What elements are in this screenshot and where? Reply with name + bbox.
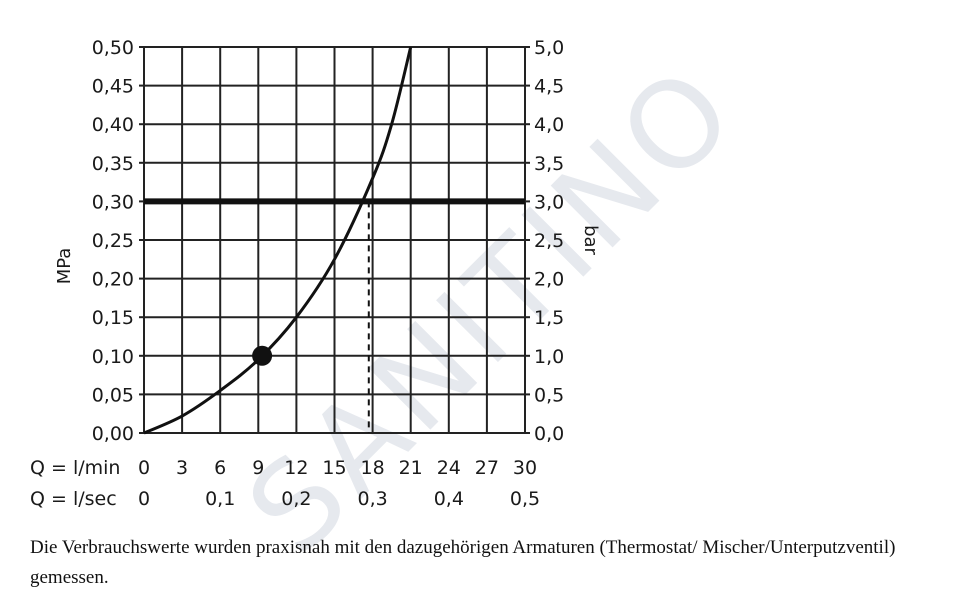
y-tick-label-left: 0,35 [92, 153, 134, 175]
y-tick-label-left: 0,10 [92, 346, 134, 368]
x-tick-label-flow: 18 [361, 457, 385, 479]
x-tick-label-sec: 0,2 [281, 488, 311, 510]
y-tick-label-right: 5,0 [534, 37, 564, 59]
x-tick-label-sec: 0 [138, 488, 150, 510]
y-tick-label-left: 0,30 [92, 191, 134, 213]
y-tick-label-left: 0,25 [92, 230, 134, 252]
y-tick-label-right: 0,0 [534, 423, 564, 445]
y-tick-label-left: 0,15 [92, 307, 134, 329]
y-tick-label-right: 2,0 [534, 269, 564, 291]
x-tick-label-flow: 15 [322, 457, 346, 479]
y-tick-label-right: 3,0 [534, 191, 564, 213]
x-tick-label-sec: 0,5 [510, 488, 540, 510]
reference-line-layer [144, 198, 525, 433]
y-tick-label-left: 0,45 [92, 76, 134, 98]
x-tick-label-sec: 0,1 [205, 488, 235, 510]
y-tick-label-left: 0,20 [92, 269, 134, 291]
x-tick-label-flow: 21 [399, 457, 423, 479]
y-tick-label-left: 0,00 [92, 423, 134, 445]
caption: Die Verbrauchswerte wurden praxisnah mit… [30, 537, 896, 588]
y-tick-label-right: 4,5 [534, 76, 564, 98]
y-tick-label-left: 0,50 [92, 37, 134, 59]
x-tick-label-flow: 30 [513, 457, 537, 479]
x-axis-sec-title: Q = l/sec [30, 488, 117, 510]
y-tick-label-right: 3,5 [534, 153, 564, 175]
tick-labels-layer: 0,000,050,100,150,200,250,300,350,400,45… [92, 37, 565, 510]
x-tick-label-flow: 12 [284, 457, 308, 479]
y-tick-label-right: 1,0 [534, 346, 564, 368]
y-tick-label-right: 2,5 [534, 230, 564, 252]
y-tick-label-right: 0,5 [534, 384, 564, 406]
x-tick-label-sec: 0,4 [434, 488, 464, 510]
x-tick-label-flow: 24 [437, 457, 461, 479]
y-axis-right-title: bar [580, 225, 601, 255]
x-tick-label-flow: 27 [475, 457, 499, 479]
x-tick-label-flow: 9 [252, 457, 264, 479]
y-tick-label-right: 1,5 [534, 307, 564, 329]
y-axis-left-title: MPa [54, 248, 75, 285]
x-axis-flow-title: Q = l/min [30, 457, 120, 479]
curve-layer [143, 46, 413, 435]
x-tick-label-flow: 3 [176, 457, 188, 479]
pressure-curve [143, 46, 413, 435]
y-tick-label-left: 0,40 [92, 114, 134, 136]
y-tick-label-right: 4,0 [534, 114, 564, 136]
chart-grid [139, 46, 530, 434]
x-tick-label-sec: 0,3 [357, 488, 387, 510]
marker-point [252, 345, 273, 366]
x-tick-label-flow: 6 [214, 457, 226, 479]
x-tick-label-flow: 0 [138, 457, 150, 479]
y-tick-label-left: 0,05 [92, 384, 134, 406]
